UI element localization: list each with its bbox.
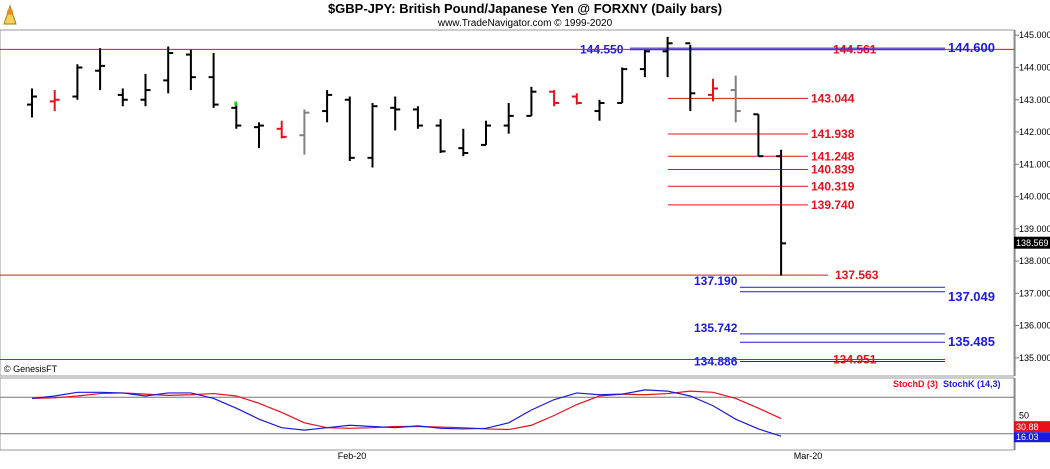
price-y-tick-label: 135.000: [1019, 353, 1050, 363]
ohlc-bar: [685, 42, 696, 112]
x-tick-label: Mar-20: [794, 451, 823, 461]
stoch-legend-d: StochD (3): [893, 379, 938, 389]
stoch-panel-frame: [0, 377, 1015, 451]
ohlc-bar: [549, 90, 560, 107]
level-label: 141.938: [811, 127, 855, 141]
level-label: 140.319: [811, 179, 855, 193]
level-label: 134.951: [833, 352, 877, 366]
ohlc-bar: [639, 49, 650, 78]
ohlc-bar: [72, 64, 83, 100]
level-label: 144.600: [948, 40, 995, 55]
ohlc-bar: [231, 104, 242, 129]
price-y-tick-label: 141.000: [1019, 159, 1050, 169]
level-label: 135.485: [948, 334, 995, 349]
ohlc-bar: [390, 96, 401, 131]
ohlc-bar: [526, 86, 537, 117]
price-layer: 145.000 144.000 143.000 142.000 141.000 140.0…: [0, 30, 1050, 461]
ohlc-bar: [503, 102, 514, 134]
green-marker: [234, 101, 238, 106]
level-label: 141.248: [811, 149, 855, 163]
stoch-k-last-box: [1014, 432, 1050, 443]
price-y-tick-label: 138.000: [1019, 256, 1050, 266]
stoch-k-line: [31, 389, 782, 437]
ohlc-bar: [95, 48, 106, 91]
price-y-tick-label: 142.000: [1019, 127, 1050, 137]
ohlc-bar: [412, 106, 423, 129]
level-label: 139.740: [811, 198, 855, 212]
stoch-legend-k: StochK (14,3): [943, 379, 1001, 389]
price-y-tick-label: 145.000: [1019, 30, 1050, 40]
stoch-d-last-label: 30.88: [1016, 422, 1039, 432]
x-tick-label: Feb-20: [338, 451, 367, 461]
ohlc-bar: [481, 120, 491, 146]
level-label: 137.563: [835, 268, 879, 282]
ohlc-bar: [367, 102, 378, 168]
ohlc-bar: [49, 90, 60, 112]
ohlc-bar: [322, 90, 333, 123]
ohlc-bar: [185, 49, 196, 91]
ohlc-bar: [117, 88, 128, 107]
price-y-tick-label: 137.000: [1019, 288, 1050, 298]
price-y-tick-label: 139.000: [1019, 224, 1050, 234]
stoch-d-last-box: [1014, 421, 1050, 433]
level-label: 144.561: [833, 42, 877, 56]
level-label: 143.044: [811, 91, 855, 105]
last-price-label: 138.569: [1016, 238, 1049, 248]
ohlc-bar: [458, 128, 469, 157]
ohlc-bar: [730, 75, 741, 123]
price-y-tick-label: 143.000: [1019, 95, 1050, 105]
ohlc-bar: [344, 96, 355, 162]
ohlc-bar: [753, 113, 764, 158]
price-y-tick-label: 144.000: [1019, 62, 1050, 72]
ohlc-bar: [163, 46, 174, 94]
stoch-k-last-label: 16.03: [1016, 432, 1039, 442]
ohlc-bar: [708, 78, 718, 102]
copyright-label: © GenesisFT: [4, 364, 58, 374]
ohlc-bar: [662, 36, 673, 78]
level-label: 137.190: [694, 274, 738, 288]
level-label: 134.886: [694, 355, 738, 369]
last-price-box: [1014, 236, 1050, 249]
chart-subtitle: www.TradeNavigator.com © 1999-2020: [437, 18, 613, 29]
ohlc-bar: [435, 119, 446, 153]
price-y-tick-label: 136.000: [1019, 321, 1050, 331]
ohlc-bar: [140, 73, 151, 107]
ohlc-bar: [776, 149, 787, 276]
chart-title: $GBP-JPY: British Pound/Japanese Yen @ F…: [328, 1, 722, 16]
ohlc-bar: [27, 88, 37, 118]
level-label: 135.742: [694, 321, 738, 335]
ohlc-bar: [299, 109, 310, 155]
level-label: 140.839: [811, 162, 855, 176]
level-label: 137.049: [948, 289, 995, 304]
price-y-tick-label: 140.000: [1019, 192, 1050, 202]
price-panel-frame: [0, 29, 1015, 377]
ohlc-bar: [594, 99, 605, 121]
logo-icon: [3, 4, 17, 25]
ohlc-bar: [254, 122, 264, 149]
ohlc-bar: [571, 93, 582, 105]
ohlc-bar: [617, 67, 628, 104]
ohlc-bar: [208, 52, 219, 108]
ohlc-bar: [276, 120, 287, 139]
stoch-y-tick-label: 50: [1019, 411, 1029, 421]
